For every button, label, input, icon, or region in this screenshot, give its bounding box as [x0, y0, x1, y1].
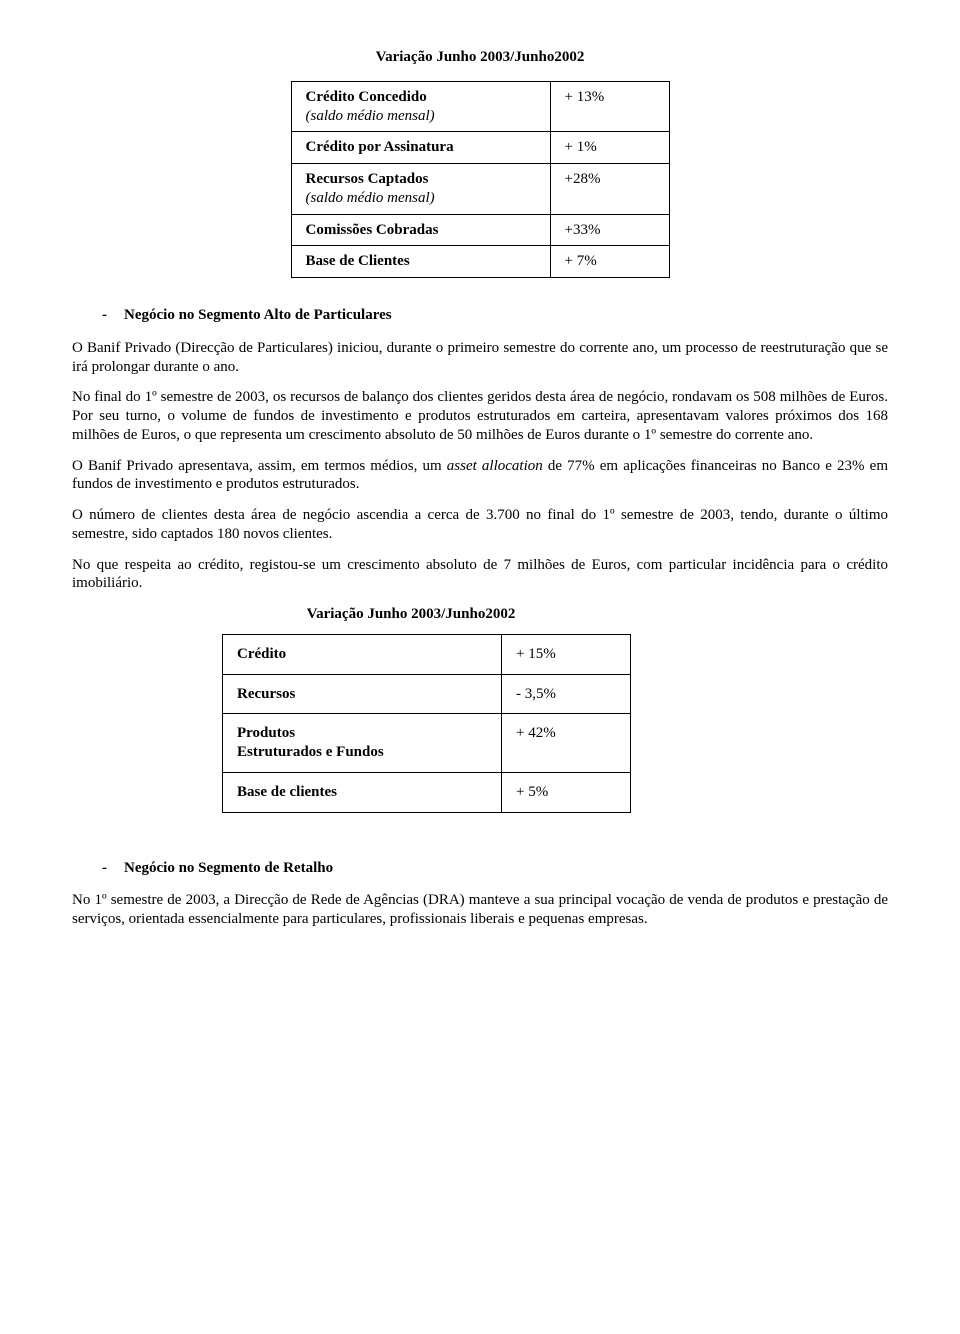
table-row: Base de Clientes + 7%	[291, 246, 669, 278]
cell-value: + 13%	[550, 81, 669, 132]
cell-label: Base de Clientes	[306, 253, 410, 269]
text-run: O Banif Privado apresentava, assim, em t…	[72, 458, 447, 474]
cell-label: Recursos Captados	[306, 171, 429, 187]
cell-label: Crédito	[237, 646, 286, 662]
cell-value: + 1%	[550, 132, 669, 164]
table-row: Recursos - 3,5%	[223, 674, 631, 714]
paragraph: O número de clientes desta área de negóc…	[72, 506, 888, 544]
paragraph: No que respeita ao crédito, registou-se …	[72, 556, 888, 594]
cell-value: + 15%	[502, 634, 631, 674]
paragraph: O Banif Privado apresentava, assim, em t…	[72, 457, 888, 495]
table-row: Crédito por Assinatura + 1%	[291, 132, 669, 164]
cell-label: Comissões Cobradas	[306, 222, 439, 238]
section1-heading-text: Negócio no Segmento Alto de Particulares	[124, 307, 392, 323]
paragraph: No 1º semestre de 2003, a Direcção de Re…	[72, 891, 888, 929]
table-row: Produtos Estruturados e Fundos + 42%	[223, 714, 631, 773]
bullet-dash: -	[102, 859, 124, 878]
section2-heading: -Negócio no Segmento de Retalho	[102, 859, 888, 878]
cell-value: + 5%	[502, 772, 631, 812]
text-italic: asset allocation	[447, 458, 543, 474]
cell-sublabel: (saldo médio mensal)	[306, 190, 435, 206]
table-row: Crédito + 15%	[223, 634, 631, 674]
cell-label: Crédito Concedido	[306, 89, 427, 105]
table1-title: Variação Junho 2003/Junho2002	[72, 48, 888, 67]
table-row: Crédito Concedido (saldo médio mensal) +…	[291, 81, 669, 132]
table-row: Base de clientes + 5%	[223, 772, 631, 812]
section1-heading: -Negócio no Segmento Alto de Particulare…	[102, 306, 888, 325]
cell-value: + 7%	[550, 246, 669, 278]
table-row: Recursos Captados (saldo médio mensal) +…	[291, 164, 669, 215]
cell-value: - 3,5%	[502, 674, 631, 714]
cell-value: +33%	[550, 214, 669, 246]
table-row: Comissões Cobradas +33%	[291, 214, 669, 246]
bullet-dash: -	[102, 306, 124, 325]
cell-value: + 42%	[502, 714, 631, 773]
cell-value: +28%	[550, 164, 669, 215]
paragraph: O Banif Privado (Direcção de Particulare…	[72, 339, 888, 377]
variation-table-1: Crédito Concedido (saldo médio mensal) +…	[291, 81, 670, 278]
cell-label: Crédito por Assinatura	[306, 139, 454, 155]
variation-table-2: Crédito + 15% Recursos - 3,5% Produtos E…	[222, 634, 631, 813]
cell-sublabel: (saldo médio mensal)	[306, 108, 435, 124]
paragraph: No final do 1º semestre de 2003, os recu…	[72, 388, 888, 444]
table2-title: Variação Junho 2003/Junho2002	[222, 605, 600, 624]
cell-label: Base de clientes	[237, 784, 337, 800]
cell-sublabel-bold: Estruturados e Fundos	[237, 744, 384, 760]
cell-label: Recursos	[237, 686, 295, 702]
section2-heading-text: Negócio no Segmento de Retalho	[124, 860, 333, 876]
cell-label: Produtos	[237, 725, 295, 741]
